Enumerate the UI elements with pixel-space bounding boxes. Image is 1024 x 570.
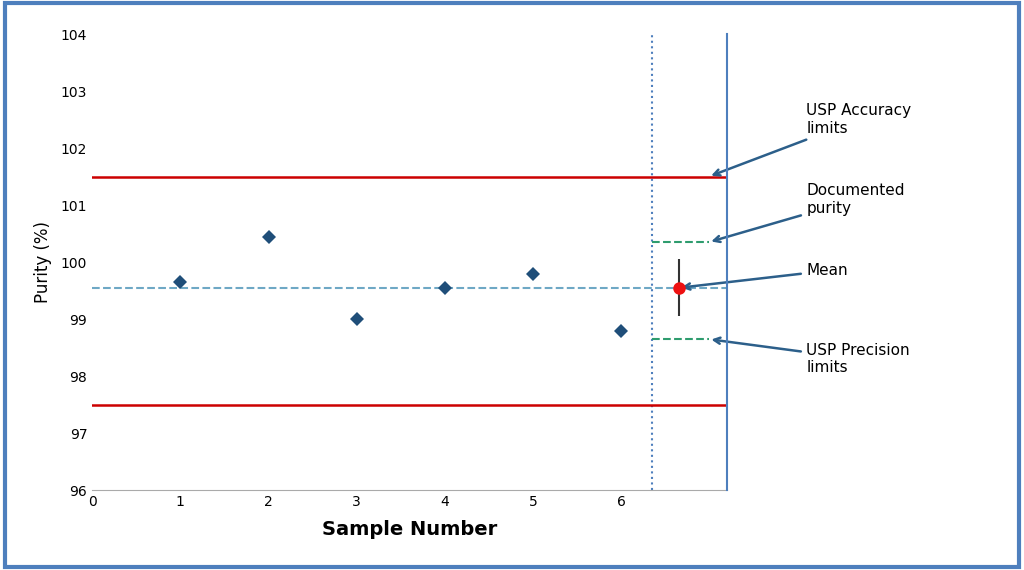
Text: USP Accuracy
limits: USP Accuracy limits	[714, 104, 911, 176]
X-axis label: Sample Number: Sample Number	[322, 520, 498, 539]
Text: USP Precision
limits: USP Precision limits	[714, 337, 910, 375]
Y-axis label: Purity (%): Purity (%)	[35, 221, 52, 303]
Text: Documented
purity: Documented purity	[714, 184, 905, 242]
Text: Mean: Mean	[684, 263, 848, 290]
